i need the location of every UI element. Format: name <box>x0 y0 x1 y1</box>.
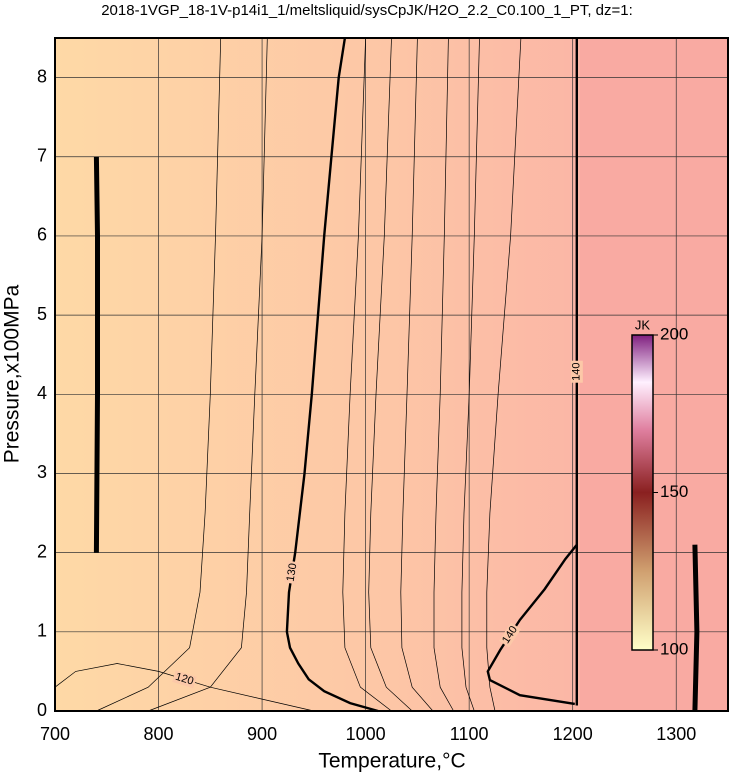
contour-line <box>368 37 413 712</box>
plot-frame <box>54 37 729 712</box>
contour-line <box>461 37 480 712</box>
contour-line <box>54 663 314 712</box>
y-tick-label: 3 <box>37 462 47 482</box>
x-tick-label: 1300 <box>656 724 696 744</box>
contour-line <box>93 156 100 553</box>
chart-title: 2018-1VGP_18-1V-p14i1_1/meltsliquid/sysC… <box>101 2 633 19</box>
contour-label: 120 <box>174 671 195 688</box>
contour-line <box>433 37 454 712</box>
colorbar-tick-label: 100 <box>660 639 688 658</box>
y-tick-label: 0 <box>37 700 47 720</box>
plot-background <box>55 38 728 711</box>
contour-label-bg <box>499 622 522 648</box>
contour-label: 130 <box>285 562 300 582</box>
colorbar <box>631 334 654 651</box>
y-axis-label: Pressure,x100MPa <box>1 284 24 463</box>
contour-line <box>96 37 222 712</box>
contour-line <box>692 544 700 712</box>
contour-line <box>148 37 268 712</box>
contour-line <box>486 543 578 706</box>
y-tick-label: 4 <box>37 383 47 403</box>
contour-line <box>342 37 392 712</box>
colorbar-tick-label: 150 <box>660 482 688 501</box>
x-tick-label: 800 <box>144 724 174 744</box>
contour-label-group: 130 <box>284 560 300 585</box>
colorbar-label: JK <box>635 317 651 332</box>
y-tick-label: 7 <box>37 146 47 166</box>
contour-label-bg <box>570 360 583 383</box>
y-tick-label: 5 <box>37 304 47 324</box>
x-tick-label: 700 <box>40 724 70 744</box>
contour-label-group: 140 <box>570 360 583 383</box>
x-tick-label: 1000 <box>346 724 386 744</box>
x-tick-label: 1100 <box>450 724 489 744</box>
y-tick-label: 8 <box>37 66 47 86</box>
y-tick-label: 2 <box>37 541 47 561</box>
contour-line <box>486 37 522 712</box>
x-axis-label: Temperature,°C <box>318 750 465 773</box>
x-tick-label: 900 <box>247 724 277 744</box>
y-tick-label: 1 <box>37 621 47 641</box>
contour-label-bg <box>172 670 197 689</box>
contour-label: 140 <box>571 363 583 381</box>
y-tick-label: 6 <box>37 225 47 245</box>
x-tick-label: 1200 <box>553 724 593 744</box>
colorbar-tick-label: 200 <box>660 324 688 343</box>
contour-label-bg <box>284 560 300 585</box>
contour-label-group: 120 <box>172 670 197 689</box>
contour-line <box>400 37 434 712</box>
